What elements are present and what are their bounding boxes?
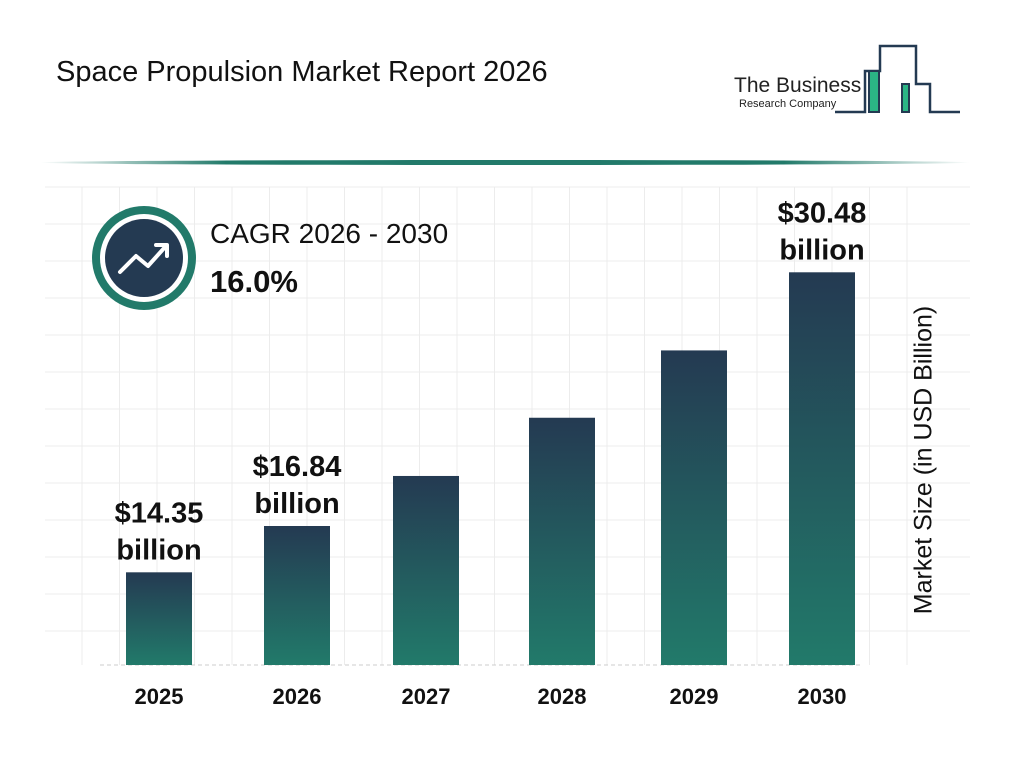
x-tick-label: 2030 [798, 684, 847, 709]
company-logo: The Business Research Company [730, 44, 965, 119]
x-tick-label: 2028 [538, 684, 587, 709]
bar-2025 [126, 572, 192, 665]
logo-buildings-icon [835, 44, 960, 114]
x-tick-label: 2026 [273, 684, 322, 709]
page-title: Space Propulsion Market Report 2026 [56, 56, 548, 88]
data-label: billion [116, 534, 201, 566]
header-divider [40, 160, 970, 165]
data-label: $16.84 [253, 451, 342, 483]
data-label: billion [254, 488, 339, 520]
data-label: $30.48 [778, 197, 867, 229]
data-label: $14.35 [115, 497, 204, 529]
x-tick-label: 2029 [670, 684, 719, 709]
bar-2026 [264, 526, 330, 665]
x-tick-label: 2025 [135, 684, 184, 709]
cagr-value: 16.0% [210, 264, 298, 299]
bar-2030 [789, 272, 855, 665]
bar-2027 [393, 475, 459, 665]
y-axis-label: Market Size (in USD Billion) [909, 305, 938, 615]
logo-text-sub: Research Company [739, 98, 837, 110]
logo-text-main: The Business [734, 74, 862, 97]
x-tick-label: 2027 [402, 684, 451, 709]
data-label: billion [779, 234, 864, 266]
bar-2029 [661, 350, 727, 665]
bar-2028 [529, 417, 595, 665]
trending-up-icon [92, 206, 196, 310]
cagr-label: CAGR 2026 - 2030 [210, 218, 449, 249]
